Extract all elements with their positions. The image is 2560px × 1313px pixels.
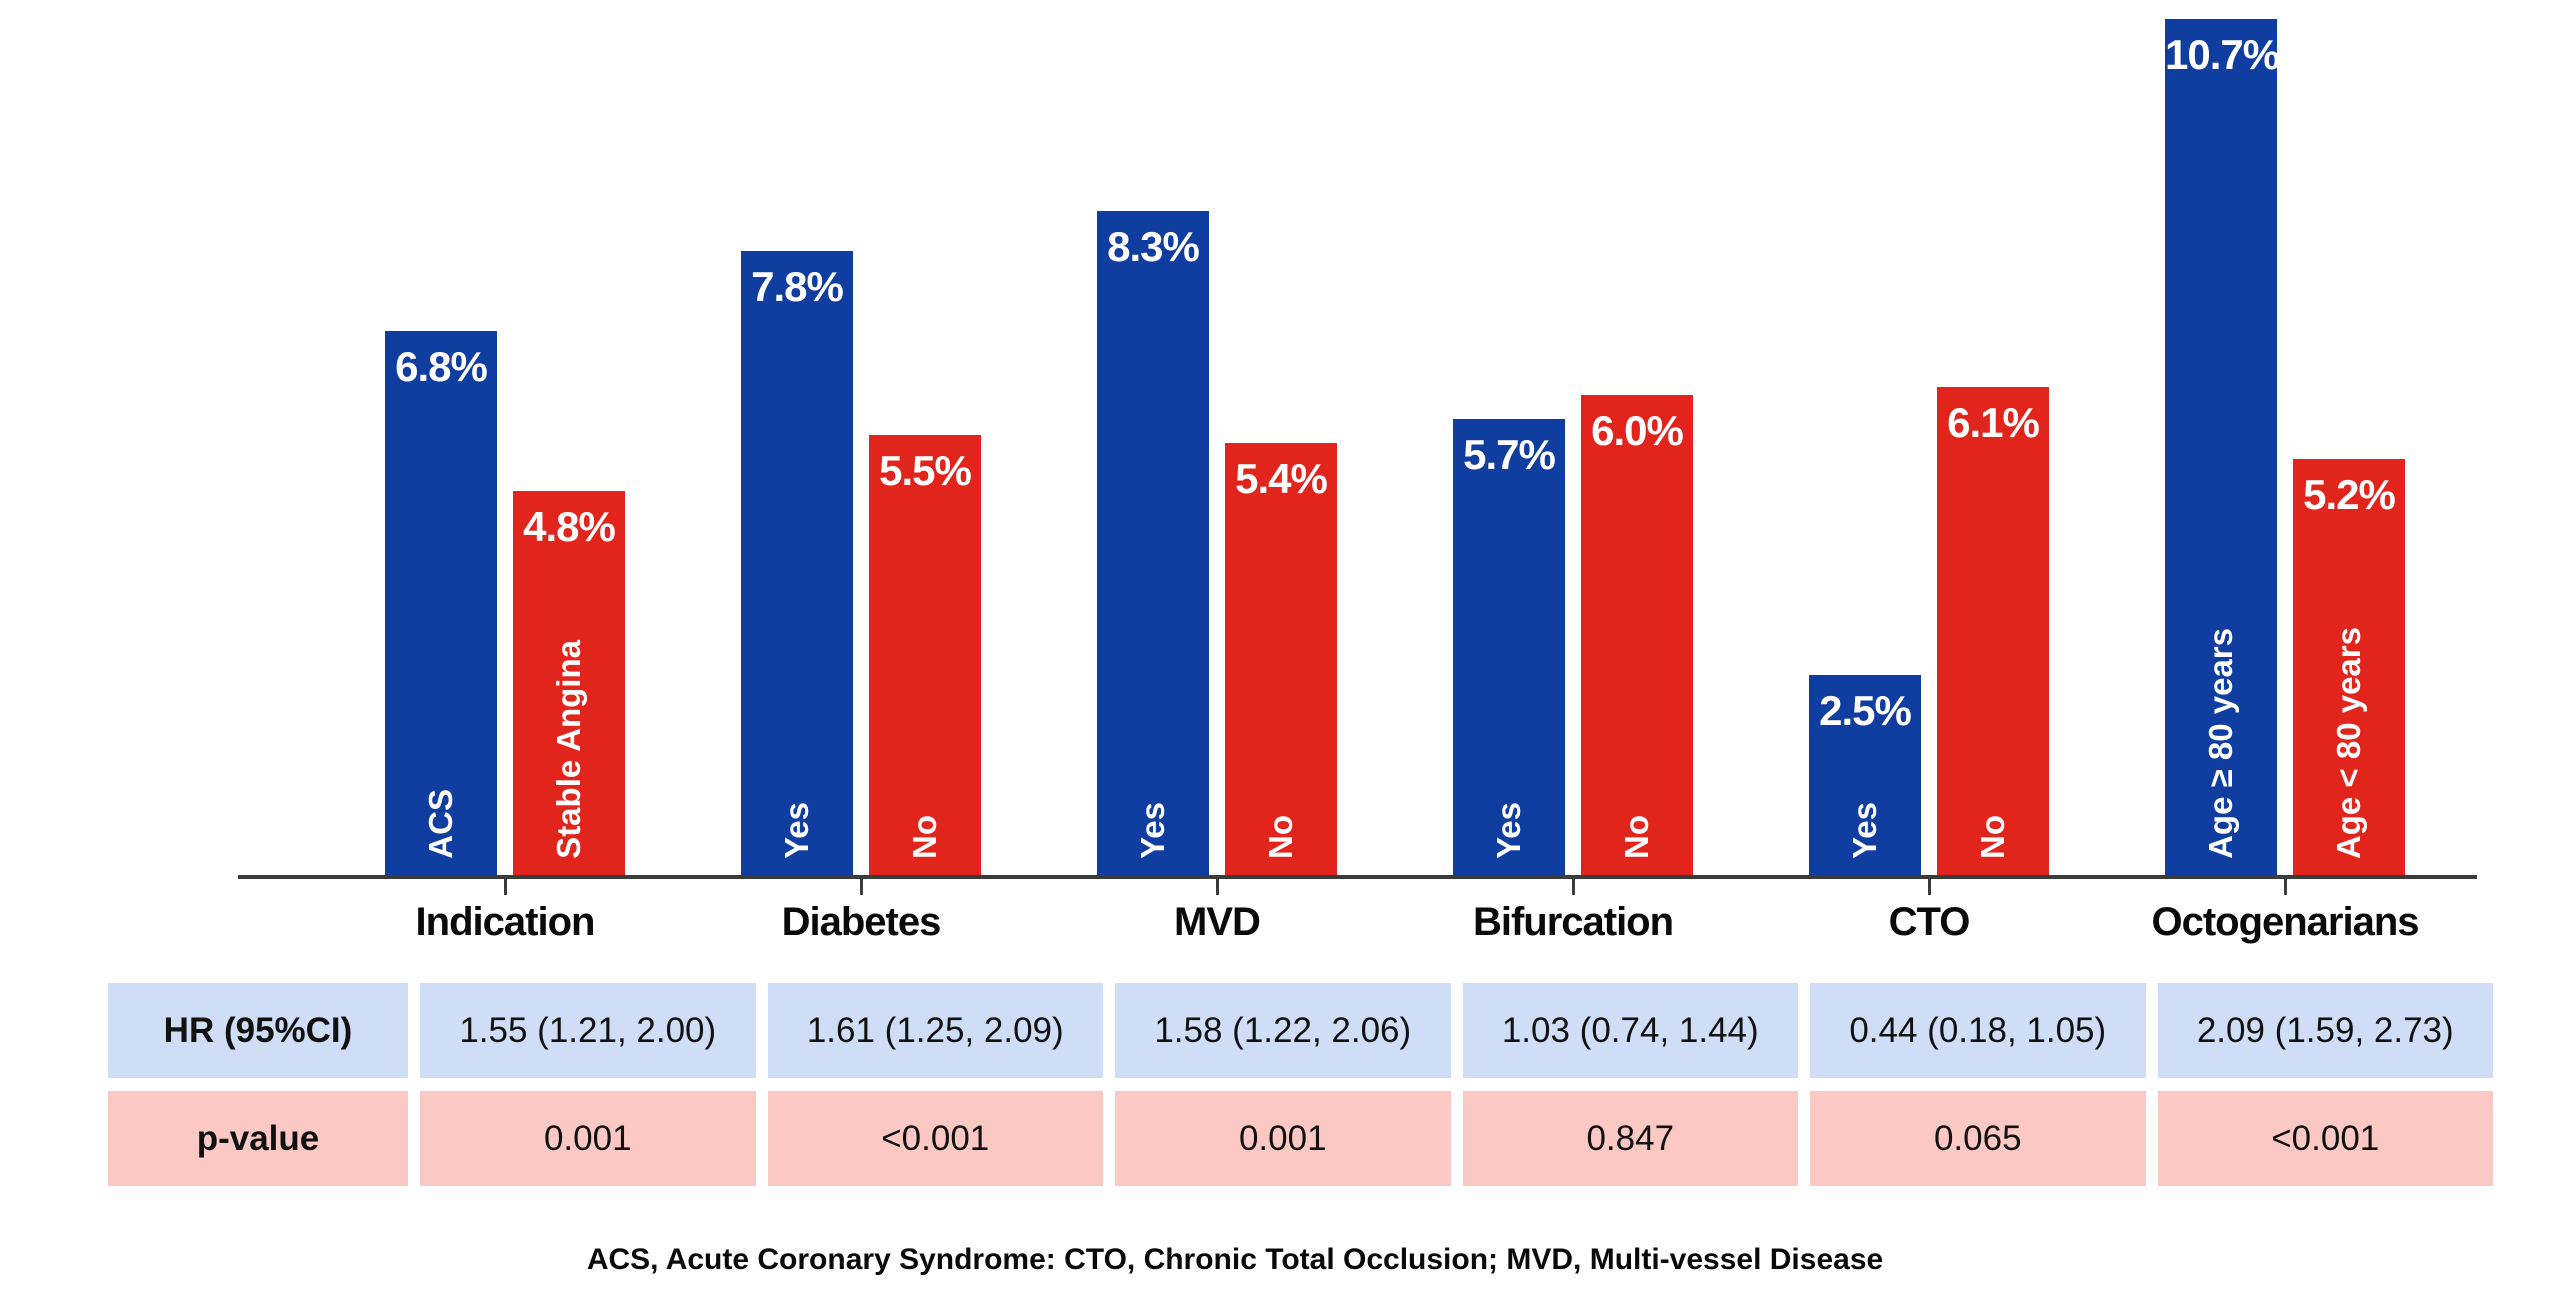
bar-series-label-wrap: No [1937, 387, 2049, 875]
bar-series-label-wrap: Yes [1453, 419, 1565, 875]
bar-series-label-wrap: Yes [1097, 211, 1209, 875]
pvalue-value-cell-bifurcation: 0.847 [1462, 1091, 1798, 1186]
bar-value-label: 7.8% [751, 263, 844, 310]
bar-series-label-wrap: ACS [385, 331, 497, 875]
bar-value-label: 6.1% [1947, 399, 2040, 446]
bar-series-label: Age ≥ 80 years [2202, 628, 2239, 859]
axis-tick [1216, 879, 1219, 895]
bar-red-bifurcation: 6.0% No [1581, 395, 1693, 875]
pvalue-header-cell: p-value [108, 1091, 408, 1186]
category-label-bifurcation: Bifurcation [1472, 900, 1674, 944]
hr-value-cell-bifurcation: 1.03 (0.74, 1.44) [1462, 983, 1798, 1078]
bar-series-label-wrap: No [1225, 443, 1337, 875]
bar-series-label-wrap: Yes [741, 251, 853, 875]
pvalue-value-cell-mvd: 0.001 [1115, 1091, 1451, 1186]
bar-blue-mvd: 8.3% Yes [1097, 211, 1209, 875]
hr-header-cell: HR (95%CI) [108, 983, 408, 1078]
bar-blue-cto: 2.5% Yes [1809, 675, 1921, 875]
bar-value-label: 8.3% [1107, 223, 1200, 270]
bar-series-label: Yes [778, 802, 815, 859]
bar-value-label: 10.7% [2165, 31, 2280, 78]
bar-series-label: Age < 80 years [2330, 626, 2367, 859]
bar-series-label: No [1974, 815, 2011, 859]
bar-series-label-wrap: No [1581, 395, 1693, 875]
bar-series-label-wrap: Age ≥ 80 years [2165, 19, 2277, 875]
pvalue-value-cell-octogenarians: <0.001 [2157, 1091, 2493, 1186]
pvalue-value-cell-diabetes: <0.001 [767, 1091, 1103, 1186]
bar-series-label: Yes [1134, 802, 1171, 859]
hr-value-cell-octogenarians: 2.09 (1.59, 2.73) [2157, 983, 2493, 1078]
bar-series-label-wrap: Age < 80 years [2293, 459, 2405, 875]
axis-tick [1572, 879, 1575, 895]
bar-series-label-wrap: Stable Angina [513, 491, 625, 875]
bar-blue-bifurcation: 5.7% Yes [1453, 419, 1565, 875]
bar-series-label: Stable Angina [550, 640, 587, 859]
bar-red-octogenarians: 5.2% Age < 80 years [2293, 459, 2405, 875]
pvalue-value-cell-indication: 0.001 [420, 1091, 756, 1186]
category-label-mvd: MVD [1174, 900, 1261, 944]
x-axis-line [238, 875, 2477, 879]
bar-series-label: No [906, 815, 943, 859]
bar-value-label: 5.2% [2303, 471, 2396, 518]
pvalue-value-cell-cto: 0.065 [1810, 1091, 2146, 1186]
bar-value-label: 2.5% [1819, 687, 1912, 734]
bar-series-label: ACS [422, 789, 459, 859]
category-label-octogenarians: Octogenarians [2151, 900, 2419, 944]
bar-red-diabetes: 5.5% No [869, 435, 981, 875]
bar-value-label: 5.5% [879, 447, 972, 494]
category-label-cto: CTO [1888, 900, 1971, 944]
abbreviation-footnote: ACS, Acute Coronary Syndrome: CTO, Chron… [586, 1243, 1884, 1276]
bar-value-label: 5.4% [1235, 455, 1328, 502]
bar-series-label: No [1618, 815, 1655, 859]
bar-series-label: Yes [1490, 802, 1527, 859]
axis-tick [1928, 879, 1931, 895]
bar-value-label: 6.8% [395, 343, 488, 390]
hr-pvalue-table: HR (95%CI) 1.55 (1.21, 2.00) 1.61 (1.25, 2… [108, 983, 2493, 1186]
axis-tick [860, 879, 863, 895]
hr-value-cell-cto: 0.44 (0.18, 1.05) [1810, 983, 2146, 1078]
bar-red-mvd: 5.4% No [1225, 443, 1337, 875]
bar-series-label-wrap: Yes [1809, 675, 1921, 875]
hr-value-cell-diabetes: 1.61 (1.25, 2.09) [767, 983, 1103, 1078]
bar-blue-octogenarians: 10.7% Age ≥ 80 years [2165, 19, 2280, 875]
category-label-indication: Indication [415, 900, 596, 944]
bar-series-label: No [1262, 815, 1299, 859]
bar-blue-indication: 6.8% ACS [385, 331, 497, 875]
bar-red-cto: 6.1% No [1937, 387, 2049, 875]
bar-red-indication: 4.8% Stable Angina [513, 491, 625, 875]
bar-blue-diabetes: 7.8% Yes [741, 251, 853, 875]
bar-series-label: Yes [1846, 802, 1883, 859]
bar-value-label: 6.0% [1591, 407, 1684, 454]
bar-series-label-wrap: No [869, 435, 981, 875]
hr-value-cell-mvd: 1.58 (1.22, 2.06) [1115, 983, 1451, 1078]
axis-tick [2284, 879, 2287, 895]
bar-value-label: 4.8% [523, 503, 616, 550]
category-label-diabetes: Diabetes [781, 900, 942, 944]
axis-tick [504, 879, 507, 895]
hr-value-cell-indication: 1.55 (1.21, 2.00) [420, 983, 756, 1078]
bar-value-label: 5.7% [1463, 431, 1556, 478]
